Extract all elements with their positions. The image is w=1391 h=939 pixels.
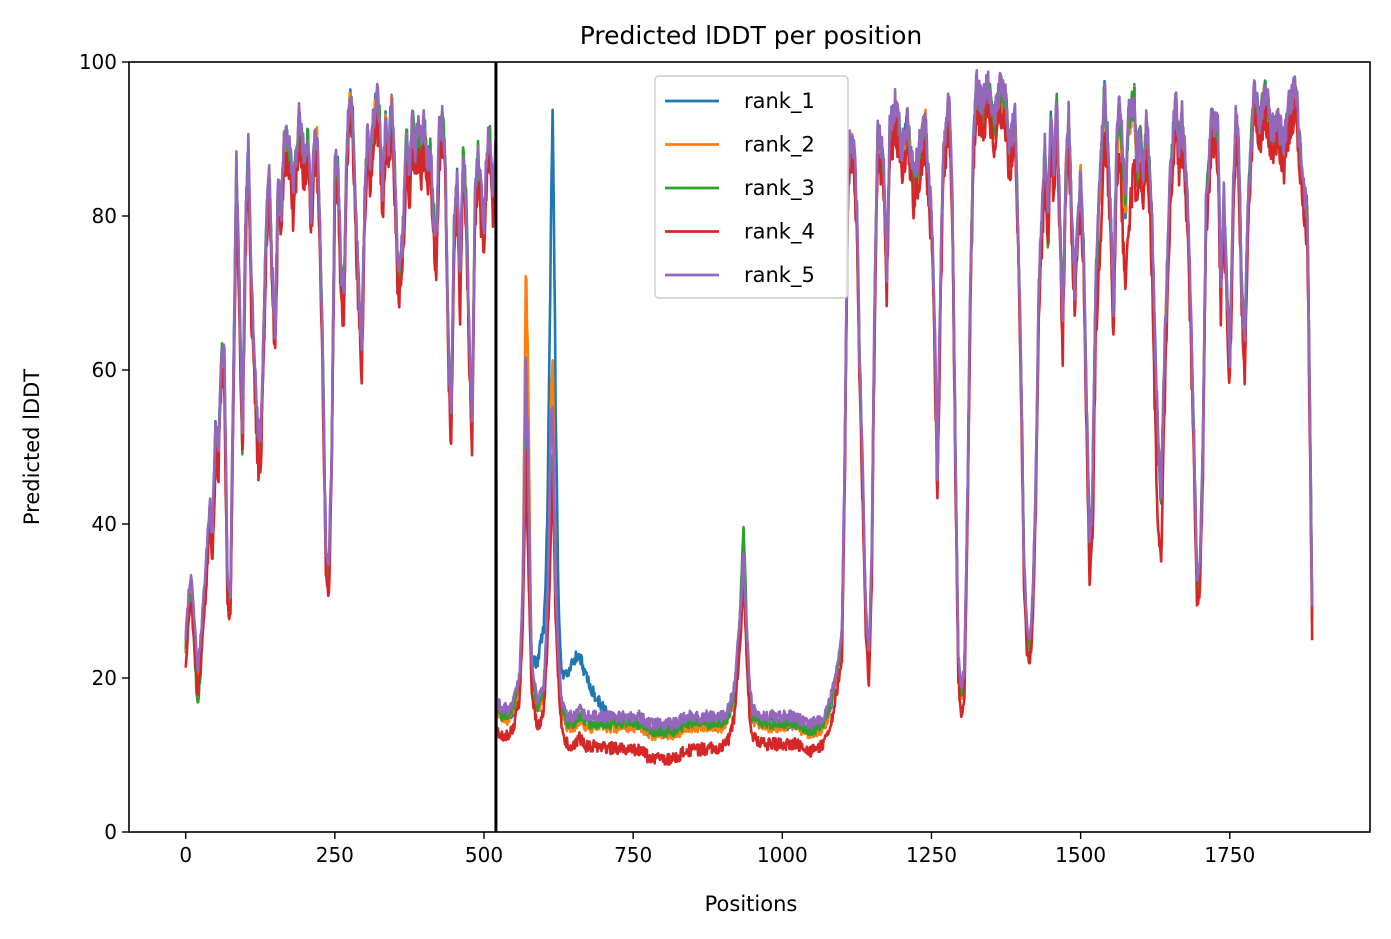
- x-tick-label: 500: [465, 843, 503, 867]
- chart-title: Predicted lDDT per position: [580, 21, 922, 50]
- y-axis-ticks: 0 20 40 60 80 100: [79, 50, 129, 844]
- series-line-rank_5: [184, 69, 1314, 732]
- x-tick-label: 1750: [1204, 843, 1255, 867]
- x-axis-label: Positions: [705, 892, 798, 916]
- x-tick-label: 1500: [1055, 843, 1106, 867]
- legend-label-rank_5: rank_5: [744, 263, 815, 288]
- x-tick-label: 0: [179, 843, 192, 867]
- x-tick-label: 250: [316, 843, 354, 867]
- plot-lines: [184, 62, 1314, 832]
- y-tick-label: 100: [79, 50, 117, 74]
- series-line-rank_4: [184, 97, 1314, 766]
- y-tick-label: 20: [92, 666, 117, 690]
- x-tick-label: 750: [614, 843, 652, 867]
- y-tick-label: 40: [92, 512, 117, 536]
- y-tick-label: 0: [104, 820, 117, 844]
- y-tick-label: 80: [92, 204, 117, 228]
- legend-label-rank_4: rank_4: [744, 220, 815, 245]
- legend-label-rank_2: rank_2: [744, 133, 815, 158]
- legend: rank_1 rank_2 rank_3 rank_4 rank_5: [654, 75, 849, 299]
- x-tick-label: 1250: [906, 843, 957, 867]
- x-tick-label: 1000: [757, 843, 808, 867]
- legend-box: [654, 75, 849, 299]
- legend-label-rank_1: rank_1: [744, 89, 815, 114]
- y-axis-label: Predicted lDDT: [20, 369, 44, 525]
- plot-frame: [128, 61, 1371, 833]
- y-tick-label: 60: [92, 358, 117, 382]
- x-axis-ticks: 0 250 500 750 1000 1250 1500 1750: [179, 832, 1255, 867]
- legend-label-rank_3: rank_3: [744, 176, 815, 201]
